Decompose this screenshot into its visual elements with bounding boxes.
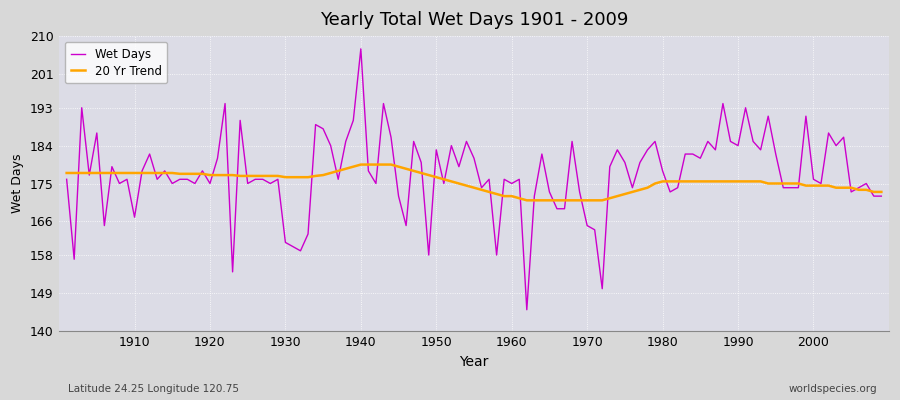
Wet Days [514,177,525,182]
Y-axis label: Wet Days: Wet Days [11,154,24,213]
Wet Days [612,148,623,152]
20 Yr Trend [356,162,366,167]
Wet Days [287,244,298,249]
Wet Days [521,307,532,312]
Legend: Wet Days, 20 Yr Trend: Wet Days, 20 Yr Trend [65,42,167,84]
Wet Days [507,181,517,186]
20 Yr Trend [61,170,72,175]
20 Yr Trend [333,168,344,173]
Wet Days [356,46,366,51]
Text: worldspecies.org: worldspecies.org [789,384,877,394]
Wet Days [876,194,886,198]
20 Yr Trend [612,194,623,198]
Wet Days [122,177,132,182]
Line: Wet Days: Wet Days [67,49,881,310]
X-axis label: Year: Year [459,355,489,369]
20 Yr Trend [876,190,886,194]
20 Yr Trend [521,198,532,203]
Text: Latitude 24.25 Longitude 120.75: Latitude 24.25 Longitude 120.75 [68,384,238,394]
20 Yr Trend [514,196,525,201]
Line: 20 Yr Trend: 20 Yr Trend [67,164,881,200]
20 Yr Trend [287,175,298,180]
Wet Days [61,177,72,182]
20 Yr Trend [507,194,517,198]
Wet Days [333,177,344,182]
Title: Yearly Total Wet Days 1901 - 2009: Yearly Total Wet Days 1901 - 2009 [320,11,628,29]
20 Yr Trend [122,170,132,175]
